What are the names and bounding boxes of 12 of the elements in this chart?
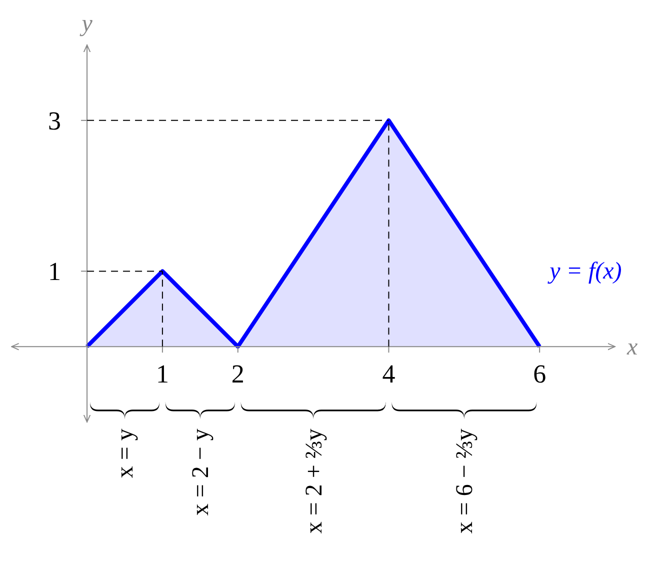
y-axis-title: y bbox=[80, 11, 93, 37]
x-axis-title: x bbox=[626, 334, 638, 361]
x-tick-label: 4 bbox=[382, 360, 396, 389]
text: x = 6 − ⅔y bbox=[452, 428, 478, 534]
text: x = 2 − y bbox=[188, 428, 214, 516]
text: x = 2 + ⅔y bbox=[301, 428, 328, 534]
y-tick-label: 3 bbox=[48, 106, 62, 136]
series-label: y = f(x) bbox=[548, 258, 622, 285]
x-tick-label: 1 bbox=[156, 360, 169, 389]
text: x = y bbox=[112, 428, 139, 478]
x-tick-label: 6 bbox=[533, 360, 546, 389]
x-tick-label: 2 bbox=[231, 360, 244, 389]
